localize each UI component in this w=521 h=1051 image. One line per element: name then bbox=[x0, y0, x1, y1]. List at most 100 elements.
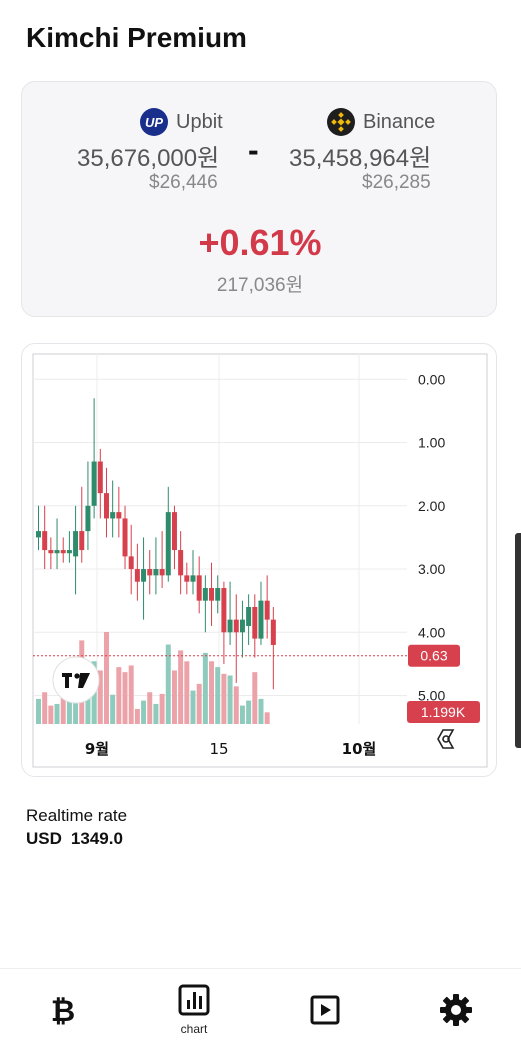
candle-body bbox=[103, 493, 109, 519]
upbit-label: UP Upbit bbox=[140, 108, 223, 136]
volume-bar bbox=[103, 632, 109, 724]
volume-bar bbox=[54, 703, 60, 724]
volume-bar bbox=[202, 652, 208, 724]
binance-price-usd: $26,285 bbox=[362, 172, 431, 193]
volume-badge bbox=[407, 701, 480, 723]
volume-bar bbox=[171, 670, 177, 724]
candle-body bbox=[66, 550, 72, 554]
binance-price-krw: 35,458,964원 bbox=[289, 145, 432, 172]
nav-item-bitcoin[interactable]: ₿ bbox=[23, 969, 103, 1051]
volume-bar bbox=[42, 692, 48, 724]
candle-body bbox=[153, 569, 159, 576]
volume-bar bbox=[178, 650, 184, 724]
y-tick-label: 3.00 bbox=[418, 561, 445, 577]
candle-body bbox=[141, 569, 147, 582]
volume-bar bbox=[252, 672, 258, 724]
realtime-rate-value: USD 1349.0 bbox=[26, 829, 123, 849]
premium-diff-krw: 217,036원 bbox=[216, 275, 304, 296]
candle-body bbox=[233, 619, 239, 633]
candle-body bbox=[79, 531, 85, 551]
volume-bar bbox=[196, 683, 202, 724]
candle-body bbox=[202, 588, 208, 601]
upbit-name: Upbit bbox=[176, 110, 223, 133]
premium-card: UP Upbit 35,676,000원 $26,446 - Binance 3… bbox=[21, 81, 497, 317]
volume-bar bbox=[48, 705, 54, 724]
volume-bar bbox=[97, 670, 103, 724]
candle-body bbox=[122, 518, 128, 557]
volume-bar bbox=[141, 700, 147, 724]
candle-body bbox=[85, 505, 91, 532]
tradingview-logo-icon[interactable] bbox=[52, 656, 100, 704]
binance-label: Binance bbox=[327, 108, 435, 136]
candle-body bbox=[209, 588, 215, 601]
bar-chart-icon bbox=[178, 984, 210, 1016]
candle-body bbox=[128, 556, 134, 570]
gear-icon bbox=[440, 994, 472, 1026]
volume-bar bbox=[110, 694, 116, 724]
svg-text:₿: ₿ bbox=[51, 994, 75, 1027]
candle-body bbox=[184, 575, 190, 582]
candle-body bbox=[116, 512, 122, 519]
chart-card[interactable]: 5.00 4.00 3.00 2.00 1.00 0.00 0.63 1.199K 9월 15 10… bbox=[21, 343, 497, 777]
scroll-handle[interactable] bbox=[515, 533, 521, 748]
volume-label: 1.199K bbox=[421, 704, 466, 720]
x-tick-label: 10월 bbox=[342, 740, 377, 758]
volume-bar bbox=[60, 690, 66, 724]
volume-bar bbox=[116, 667, 122, 724]
volume-bar bbox=[246, 700, 252, 724]
volume-bar bbox=[128, 665, 134, 724]
candle-body bbox=[215, 588, 221, 601]
nav-item-settings[interactable] bbox=[416, 969, 496, 1051]
nav-item-chart[interactable]: chart bbox=[154, 969, 234, 1051]
page-title: Kimchi Premium bbox=[26, 22, 247, 53]
candle-body bbox=[264, 600, 270, 620]
volume-bar bbox=[264, 712, 270, 724]
realtime-rate-label: Realtime rate bbox=[26, 806, 128, 825]
bitcoin-icon: ₿ bbox=[51, 994, 75, 1027]
realtime-currency: USD bbox=[26, 829, 62, 848]
y-tick-label: 2.00 bbox=[418, 498, 445, 514]
current-value-label: 0.63 bbox=[420, 648, 447, 664]
volume-bar bbox=[233, 686, 239, 724]
nav-item-play[interactable] bbox=[285, 969, 365, 1051]
volume-bar bbox=[184, 661, 190, 724]
chart-settings-icon[interactable] bbox=[437, 729, 455, 749]
upbit-price-krw: 35,676,000원 bbox=[77, 145, 220, 172]
candle-body bbox=[134, 569, 140, 582]
volume-bar bbox=[36, 698, 41, 724]
volume-bar bbox=[215, 667, 221, 724]
candle-body bbox=[246, 606, 252, 626]
candle-body bbox=[36, 531, 41, 538]
volume-bar bbox=[239, 705, 245, 724]
premium-chart[interactable]: 5.00 4.00 3.00 2.00 1.00 0.00 0.63 1.199K 9월 15 10… bbox=[22, 344, 498, 778]
upbit-price-usd: $26,446 bbox=[149, 172, 218, 193]
candle-body bbox=[48, 550, 54, 554]
candle-body bbox=[159, 569, 165, 576]
nav-label-chart: chart bbox=[180, 1022, 208, 1036]
candle-body bbox=[165, 512, 171, 576]
candle-body bbox=[73, 531, 79, 557]
candle-body bbox=[147, 569, 153, 576]
separator-dash: - bbox=[248, 132, 259, 168]
candle-body bbox=[42, 531, 48, 551]
volume-bar bbox=[153, 703, 159, 724]
binance-logo-icon bbox=[327, 108, 355, 136]
premium-percent: +0.61% bbox=[198, 222, 322, 263]
candle-body bbox=[97, 461, 103, 494]
volume-bar bbox=[165, 644, 171, 724]
volume-bar bbox=[190, 690, 196, 724]
candle-body bbox=[178, 550, 184, 576]
bottom-nav: ₿ chart bbox=[0, 968, 521, 1051]
candle-body bbox=[91, 461, 97, 506]
candle-body bbox=[239, 619, 245, 633]
candle-body bbox=[270, 619, 276, 645]
y-tick-label: 0.00 bbox=[418, 371, 445, 387]
binance-name: Binance bbox=[363, 110, 436, 133]
y-tick-label: 1.00 bbox=[418, 435, 445, 451]
candle-body bbox=[196, 575, 202, 601]
volume-bar bbox=[221, 673, 227, 724]
volume-bar bbox=[122, 672, 128, 724]
volume-bar bbox=[258, 698, 264, 724]
current-value-badge bbox=[408, 644, 460, 667]
x-tick-label: 15 bbox=[209, 740, 228, 758]
